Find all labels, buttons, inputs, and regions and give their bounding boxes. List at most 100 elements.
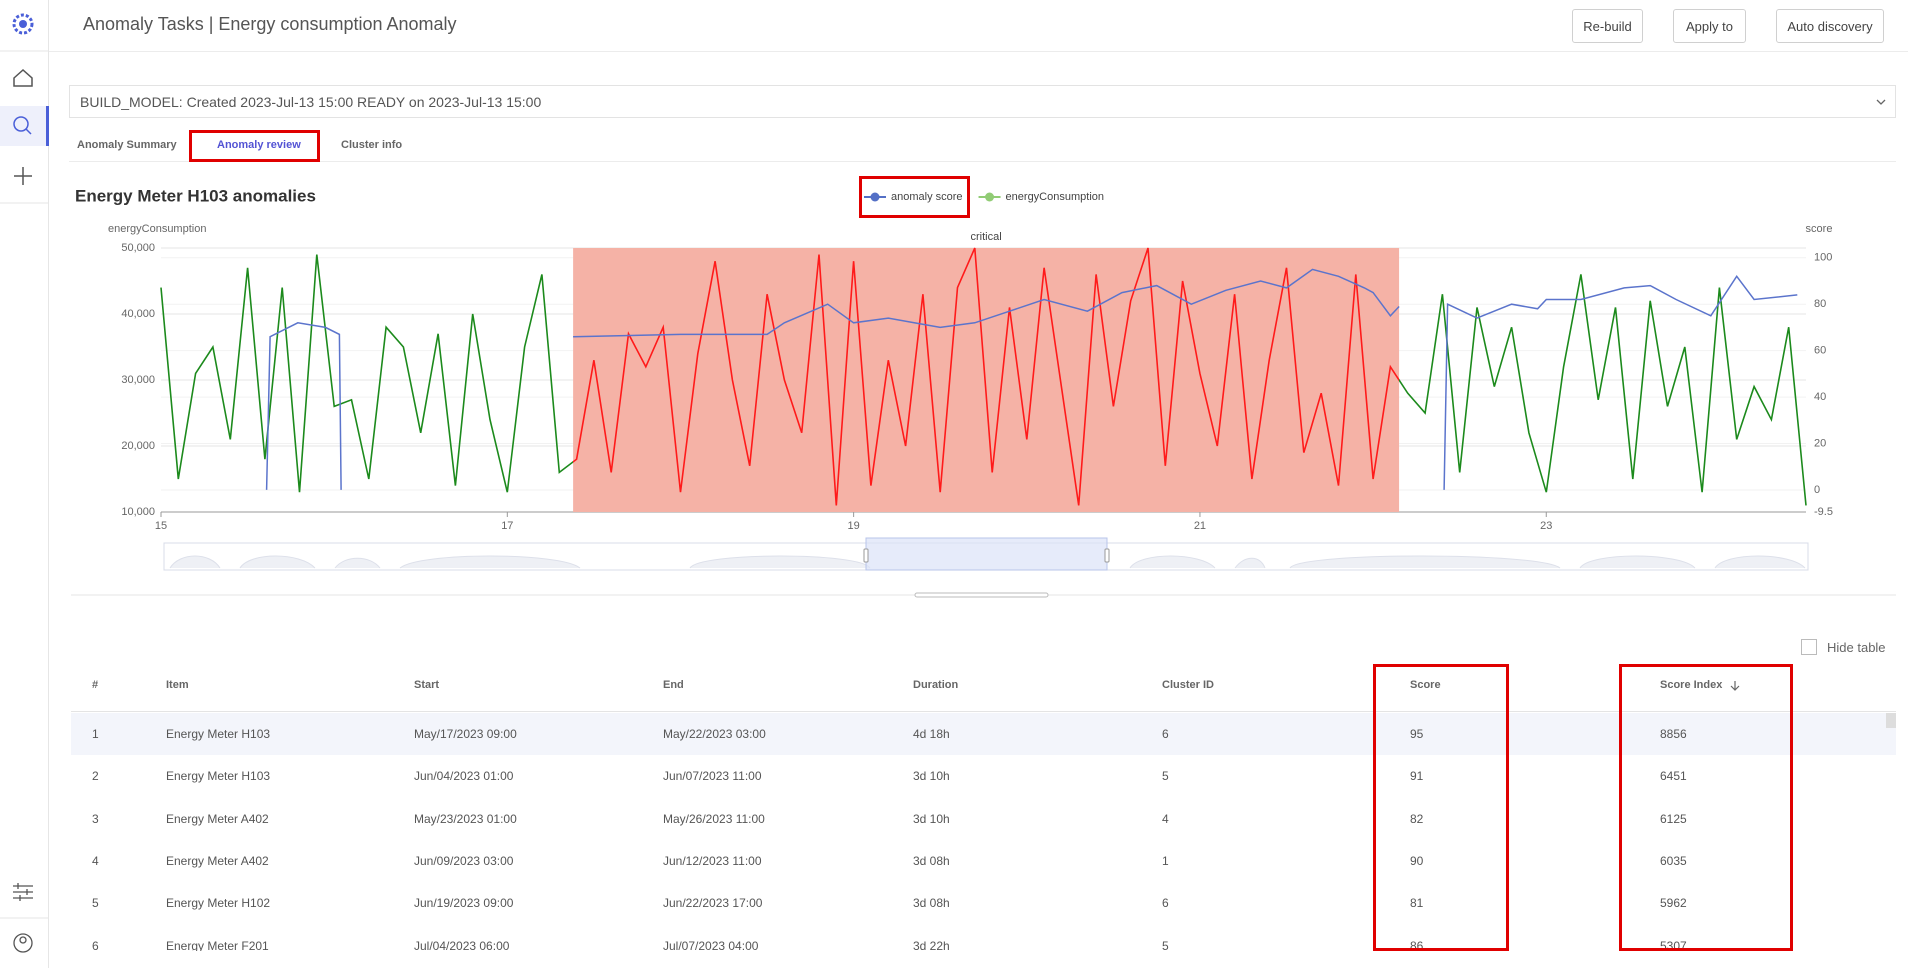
table-cell: 90 [1410, 853, 1424, 868]
auto-discovery-button[interactable]: Auto discovery [1776, 9, 1884, 43]
table-cell: Jul/04/2023 06:00 [414, 938, 510, 952]
table-cell: 3 [92, 811, 99, 826]
table-cell: 3d 08h [913, 853, 950, 868]
x-tick-label: 19 [848, 520, 860, 532]
chart: Energy Meter H103 anomalies energyConsum… [71, 186, 1896, 598]
build-dropdown[interactable]: BUILD_MODEL: Created 2023-Jul-13 15:00 R… [69, 85, 1896, 118]
table-cell: Energy Meter H102 [166, 896, 271, 911]
settings-icon[interactable] [13, 883, 33, 901]
legend-marker [870, 192, 880, 202]
table-cell: 8856 [1660, 727, 1687, 741]
table-cell: 5 [1162, 938, 1169, 952]
x-tick-label: 15 [155, 520, 167, 532]
slider-window[interactable] [865, 537, 1108, 571]
table-row[interactable]: 4 Energy Meter A402 Jun/09/2023 03:00 Jun/1… [71, 840, 1896, 882]
apply-button[interactable]: Apply to [1673, 9, 1746, 43]
x-tick-label: 17 [501, 520, 513, 532]
highlight-box [189, 130, 320, 162]
table-cell: May/22/2023 03:00 [663, 727, 766, 741]
tab[interactable]: Anomaly review [217, 139, 301, 151]
table-cell: Jun/07/2023 11:00 [663, 769, 762, 784]
zoom-slider[interactable] [163, 537, 1809, 571]
column-header: Score [1410, 679, 1441, 691]
table-cell: 6035 [1660, 853, 1687, 868]
legend-item[interactable]: energyConsumption [978, 191, 1104, 203]
column-header: Item [166, 679, 189, 691]
table-cell: 82 [1410, 811, 1424, 826]
hide-table-checkbox[interactable] [1801, 639, 1817, 655]
legend-label: energyConsumption [1006, 191, 1104, 203]
series-line [265, 268, 1798, 490]
band-label: critical [971, 231, 1002, 243]
slider-handle[interactable] [1104, 548, 1110, 563]
anomaly-table: # Item Start End Duration Cluster ID Score Scor… [71, 662, 1896, 951]
dropdown-arrow [1876, 99, 1886, 105]
table-cell: Energy Meter H103 [166, 727, 271, 741]
sort-arrow[interactable] [1730, 680, 1740, 692]
table-cell: 3d 10h [913, 811, 950, 826]
y2-tick-label: 60 [1814, 345, 1826, 357]
y-tick-label: 40,000 [121, 308, 155, 320]
tab[interactable]: Cluster info [341, 139, 403, 151]
table-cell: 3d 10h [913, 769, 950, 784]
legend-item[interactable]: anomaly score [864, 191, 963, 203]
table-cell: 6 [92, 938, 99, 952]
column-header: Start [414, 679, 440, 691]
highlight-box [859, 176, 970, 218]
y2-tick-label: 0 [1814, 484, 1820, 496]
table-header-divider [71, 711, 1896, 712]
table-row[interactable]: 3 Energy Meter A402 May/23/2023 01:00 May/2… [71, 798, 1896, 840]
rebuild-button[interactable]: Re-build [1572, 9, 1643, 43]
search-icon[interactable] [13, 116, 29, 132]
y-tick-label: 50,000 [121, 242, 155, 254]
table-cell: 4 [1162, 811, 1169, 826]
table-cell: Jun/19/2023 09:00 [414, 896, 514, 911]
table-row[interactable]: 6 Energy Meter F201 Jul/04/2023 06:00 Jul/0… [71, 925, 1896, 952]
x-tick-label: 21 [1194, 520, 1206, 532]
table-cell: 5307 [1660, 938, 1687, 952]
table-row[interactable]: 2 Energy Meter H103 Jun/04/2023 01:00 Jun/0… [71, 755, 1896, 797]
slider-preview [169, 555, 1806, 569]
logo [12, 13, 34, 35]
build-status: BUILD_MODEL: Created 2023-Jul-13 15:00 R… [80, 94, 542, 110]
table-cell: 5962 [1660, 896, 1687, 911]
tab[interactable]: Anomaly Summary [77, 139, 177, 151]
table-cell: 4 [92, 853, 99, 868]
y-tick-label: 30,000 [121, 374, 155, 386]
active-nav [0, 106, 49, 146]
y2-tick-label: 100 [1814, 252, 1832, 264]
table-cell: 6 [1162, 896, 1169, 911]
critical-band [573, 248, 1400, 512]
table-cell: 3d 22h [913, 938, 950, 952]
table-cell: Energy Meter F201 [166, 938, 269, 952]
table-cell: Jun/04/2023 01:00 [414, 769, 514, 784]
table-row[interactable]: 1 Energy Meter H103 May/17/2023 09:00 May/2… [71, 713, 1896, 755]
hide-table-label: Hide table [1827, 640, 1886, 655]
table-cell: May/26/2023 11:00 [663, 811, 765, 826]
x-tick-label: 23 [1540, 520, 1552, 532]
table-cell: 2 [92, 769, 99, 784]
series-line [160, 247, 1807, 506]
table-cell: 3d 08h [913, 896, 950, 911]
y-tick-label: 20,000 [121, 440, 155, 452]
table-cell: Energy Meter A402 [166, 811, 269, 826]
resize-handle[interactable] [914, 592, 1049, 598]
table-cell: Jun/22/2023 17:00 [663, 896, 763, 911]
add-icon[interactable] [14, 167, 32, 185]
table-cell: May/17/2023 09:00 [414, 727, 517, 741]
table-cell: 4d 18h [913, 727, 950, 741]
search-icon-handle [25, 128, 32, 135]
table-cell: 5 [92, 896, 99, 911]
table-cell: 81 [1410, 896, 1424, 911]
table-cell: 1 [92, 727, 99, 741]
column-header: End [663, 679, 684, 691]
column-header: Score Index [1660, 679, 1723, 691]
home-icon[interactable] [13, 68, 33, 87]
slider-handle[interactable] [863, 548, 869, 563]
sidebar [0, 0, 49, 968]
table-row[interactable]: 5 Energy Meter H102 Jun/19/2023 09:00 Jun/2… [71, 882, 1896, 924]
table-cell: Jun/09/2023 03:00 [414, 853, 514, 868]
scrollbar[interactable] [1886, 713, 1896, 728]
user-icon[interactable] [13, 933, 33, 953]
